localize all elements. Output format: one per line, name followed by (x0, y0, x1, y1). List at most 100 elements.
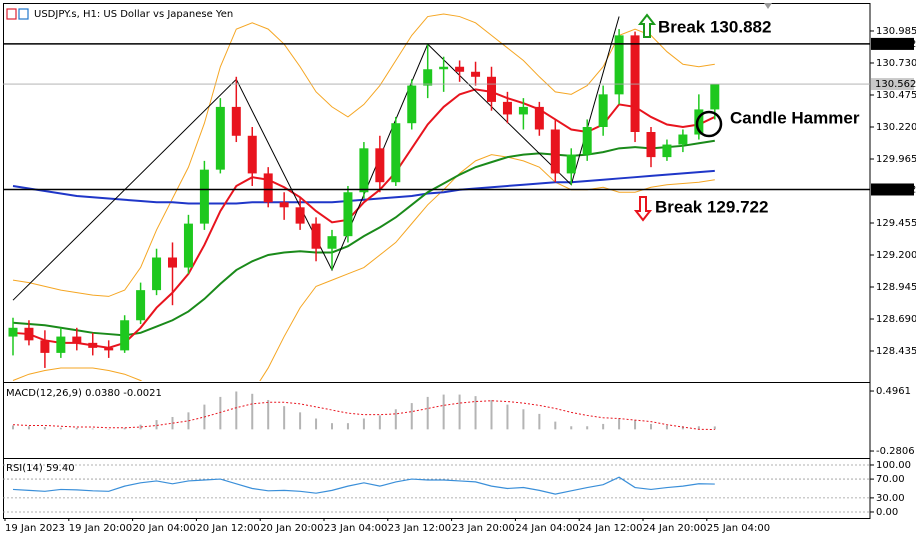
rsi-pane (3, 464, 870, 513)
indicator-line (12, 169, 715, 205)
y-tick-label: 70.00 (876, 474, 905, 485)
up-arrow (637, 13, 657, 38)
y-tick-label: 0.4961 (876, 386, 911, 397)
candle-body (534, 106, 544, 130)
y-tick-label: 30.00 (876, 493, 905, 504)
candle-body (72, 336, 82, 343)
x-tick-label: 24 Jan 20:00 (643, 523, 706, 534)
candle-body (199, 169, 209, 224)
indicator-line (12, 13, 715, 297)
candle-body (136, 290, 146, 321)
macd-bar (697, 426, 700, 430)
last-price-label: 130.562 (875, 79, 916, 90)
candle-body (710, 84, 720, 110)
y-tick-label: -0.2806 (876, 446, 915, 457)
macd-title: MACD(12,26,9) 0.0380 -0.0021 (6, 388, 162, 399)
candle-body (662, 144, 672, 158)
candle-body (263, 173, 273, 203)
y-tick-label: 130.730 (876, 58, 916, 69)
candle-body (598, 94, 608, 127)
candle-body (104, 347, 114, 351)
macd-bar (522, 409, 525, 430)
annotation: Candle Hammer (730, 108, 860, 127)
x-tick-label: 19 Jan 2023 (5, 523, 65, 534)
candle-body (375, 148, 385, 183)
candle-body (152, 257, 162, 291)
macd-bar (681, 426, 684, 430)
macd-bar (123, 427, 126, 430)
macd-bar (602, 423, 605, 430)
level-label: 130.882 (875, 39, 916, 50)
x-tick-label: 23 Jan 12:00 (388, 523, 451, 534)
rsi-title: RSI(14) 59.40 (6, 463, 75, 474)
y-tick-label: 100.00 (876, 460, 911, 471)
y-tick-label: 130.475 (876, 90, 916, 101)
macd-bar (362, 418, 365, 430)
y-tick-label: 129.455 (876, 218, 916, 229)
macd-bar (474, 396, 477, 430)
hammer-circle (695, 110, 723, 138)
labels: 130.985 130.730 130.475 130.220 129.965 129.4… (4, 26, 916, 534)
candle-body (566, 154, 576, 174)
candle-body (694, 109, 704, 135)
level-box (871, 183, 914, 196)
y-tick-label: 128.690 (876, 314, 916, 325)
macd-bar (235, 391, 238, 430)
x-tick-label: 24 Jan 12:00 (579, 523, 642, 534)
macd-bar (219, 396, 222, 430)
candle-body (550, 129, 560, 174)
candle-body (327, 236, 337, 249)
macd-bar (27, 426, 30, 430)
macd-pane (12, 391, 716, 431)
macd-bar (394, 409, 397, 430)
rsi-line (12, 476, 715, 495)
candle-body (471, 71, 481, 77)
x-tick-label: 20 Jan 20:00 (260, 523, 323, 534)
macd-bar (490, 399, 493, 430)
macd-bar (650, 423, 652, 430)
macd-bar (458, 394, 461, 430)
x-tick-label: 20 Jan 04:00 (133, 523, 196, 534)
down-arrow (633, 196, 653, 222)
annotation: Break 130.882 (658, 17, 771, 36)
shift-marker (764, 3, 772, 9)
macd-bar (378, 415, 381, 430)
x-tick-label: 23 Jan 20:00 (452, 523, 515, 534)
candle-body (168, 257, 177, 268)
candle-body (502, 101, 512, 115)
annotation: Break 129.722 (655, 197, 768, 216)
frame (3, 3, 871, 519)
macd-bar (410, 403, 413, 430)
macd-bar (107, 429, 110, 430)
macd-bar (506, 404, 509, 430)
candle-body (231, 106, 241, 136)
y-tick-label: 0.00 (876, 507, 898, 518)
candle-body (407, 85, 417, 124)
candle-body (582, 126, 592, 155)
macd-bar (618, 418, 621, 430)
macd-bar (187, 412, 190, 430)
x-tick-label: 25 Jan 04:00 (707, 523, 770, 534)
candle-body (183, 223, 193, 268)
candle-body (518, 106, 528, 115)
candle-body (455, 66, 465, 72)
candle-body (295, 207, 305, 224)
header-icon (18, 8, 29, 20)
candle-body (614, 35, 624, 95)
macd-bar (586, 426, 589, 430)
macd-bar (171, 416, 174, 430)
candle-body (439, 66, 449, 70)
candle-body (311, 223, 321, 249)
x-tick-label: 20 Jan 12:00 (196, 523, 259, 534)
macd-bar (426, 396, 429, 430)
macd-bar (315, 418, 318, 430)
candle-body (279, 202, 289, 208)
candle-body (8, 327, 18, 337)
macd-bar (267, 399, 270, 430)
candle-body (24, 327, 34, 341)
macd-bar (299, 412, 302, 430)
candle-body (678, 134, 688, 145)
candle-body (646, 132, 656, 158)
macd-bar (346, 423, 349, 430)
macd-bar (251, 393, 254, 430)
